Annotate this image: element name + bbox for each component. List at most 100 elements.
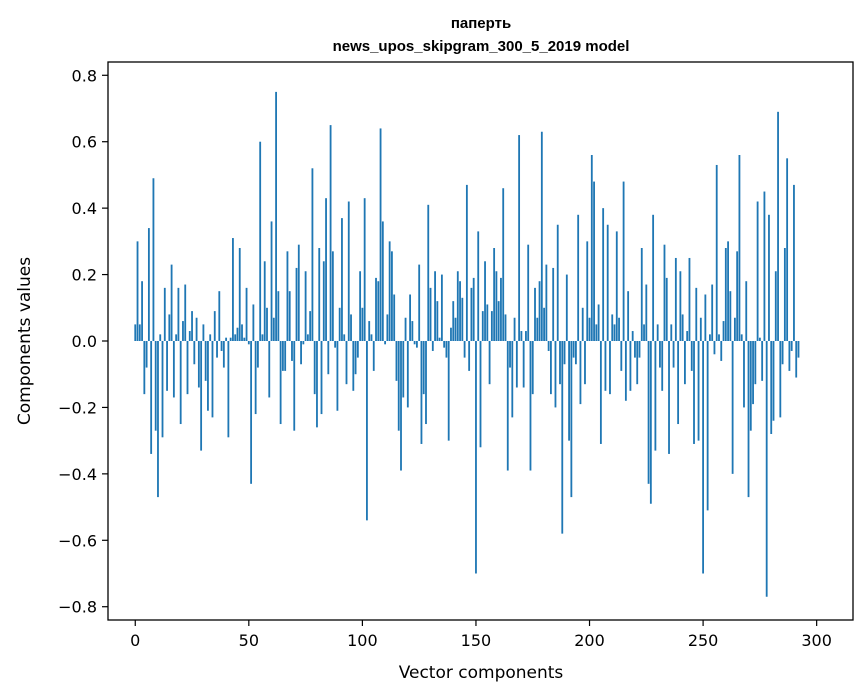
bar-component-270 (747, 341, 750, 498)
bar-component-65 (281, 341, 284, 371)
bar-component-248 (697, 341, 700, 441)
bar-component-95 (350, 314, 352, 341)
bar-component-185 (554, 341, 557, 408)
bar-component-275 (758, 337, 761, 341)
bar-component-125 (418, 264, 421, 341)
bar-component-211 (613, 324, 616, 341)
bar-component-205 (599, 341, 602, 444)
bar-component-188 (561, 341, 564, 534)
y-tick-label: −0.4 (58, 465, 97, 484)
bar-component-180 (543, 307, 546, 341)
bar-component-43 (232, 238, 234, 341)
bar-component-204 (597, 304, 600, 341)
bar-component-197 (581, 307, 584, 341)
bar-component-266 (738, 155, 741, 341)
bar-component-30 (202, 324, 205, 341)
bar-component-109 (381, 221, 384, 341)
bar-component-85 (327, 341, 330, 375)
bar-component-10 (157, 341, 159, 498)
bar-component-8 (152, 178, 155, 341)
x-tick-label: 300 (801, 631, 832, 650)
bar-component-79 (313, 341, 316, 395)
x-tick-label: 200 (574, 631, 605, 650)
bar-component-84 (325, 198, 327, 341)
bar-component-225 (645, 284, 648, 341)
bar-component-179 (540, 131, 543, 341)
bar-component-45 (236, 327, 239, 341)
bar-component-115 (395, 341, 398, 381)
bar-component-93 (345, 341, 348, 385)
bar-component-269 (745, 281, 748, 341)
bar-component-160 (497, 301, 500, 341)
bar-component-31 (204, 341, 207, 381)
bar-component-120 (406, 341, 409, 408)
bar-component-25 (191, 311, 193, 341)
bar-component-162 (502, 188, 505, 341)
chart-title-line-1: паперть (451, 15, 511, 32)
bar-component-19 (177, 287, 180, 341)
bar-component-55 (259, 141, 262, 341)
bar-component-210 (611, 314, 614, 341)
bar-component-239 (677, 341, 680, 425)
y-axis-ticks: −0.8 −0.6 −0.4 −0.2 0.0 0.2 0.4 0.6 0.8 (58, 66, 108, 617)
bar-component-256 (715, 164, 718, 341)
bar-component-133 (436, 301, 439, 341)
y-axis-label: Components values (15, 257, 35, 425)
bar-component-137 (445, 341, 448, 358)
bar-component-123 (413, 341, 416, 345)
bar-component-81 (318, 248, 321, 341)
y-tick-label: −0.2 (58, 398, 97, 417)
bar-component-6 (147, 228, 150, 341)
bar-component-2 (138, 324, 141, 341)
bar-component-67 (286, 251, 289, 341)
bar-component-151 (477, 231, 480, 341)
bar-component-220 (634, 341, 636, 358)
bar-component-255 (713, 341, 716, 355)
bar-component-16 (170, 264, 173, 341)
bar-component-38 (220, 341, 223, 351)
bar-component-127 (422, 341, 425, 395)
bar-component-283 (777, 111, 779, 341)
bar-component-62 (275, 91, 277, 341)
bar-component-132 (434, 271, 436, 341)
bar-component-91 (341, 218, 343, 341)
bar-component-247 (695, 287, 698, 341)
bar-component-158 (493, 248, 496, 341)
bar-component-226 (647, 341, 650, 484)
bar-component-17 (172, 341, 175, 398)
bar-component-155 (486, 304, 489, 341)
bar-component-108 (379, 128, 382, 341)
bar-component-223 (640, 248, 643, 341)
bar-component-60 (270, 221, 273, 341)
bar-component-251 (704, 294, 707, 341)
bar-component-213 (618, 317, 620, 341)
bar-component-54 (257, 341, 259, 368)
bar-component-13 (163, 287, 166, 341)
bar-component-63 (277, 291, 280, 341)
bar-component-106 (375, 277, 377, 341)
bar-component-208 (606, 224, 609, 341)
bar-component-46 (238, 248, 241, 341)
bar-component-214 (620, 341, 623, 371)
bar-component-165 (509, 341, 511, 368)
bar-component-117 (400, 341, 402, 471)
bar-component-82 (320, 341, 323, 415)
bar-component-52 (252, 304, 255, 341)
bar-component-261 (727, 241, 729, 341)
bar-component-111 (386, 314, 389, 341)
bar-component-113 (391, 251, 393, 341)
bar-component-4 (143, 341, 146, 395)
bar-component-145 (463, 341, 466, 358)
bar-component-276 (761, 341, 764, 381)
bar-component-140 (452, 301, 455, 341)
bar-component-194 (574, 341, 577, 365)
bar-component-73 (300, 341, 302, 365)
bar-component-265 (736, 251, 739, 341)
bar-component-288 (788, 341, 791, 371)
bar-component-216 (624, 341, 627, 401)
bar-component-51 (250, 341, 253, 484)
bar-component-200 (588, 317, 591, 341)
bar-component-278 (765, 341, 768, 597)
bar-component-182 (547, 341, 550, 351)
bar-component-150 (475, 341, 477, 574)
